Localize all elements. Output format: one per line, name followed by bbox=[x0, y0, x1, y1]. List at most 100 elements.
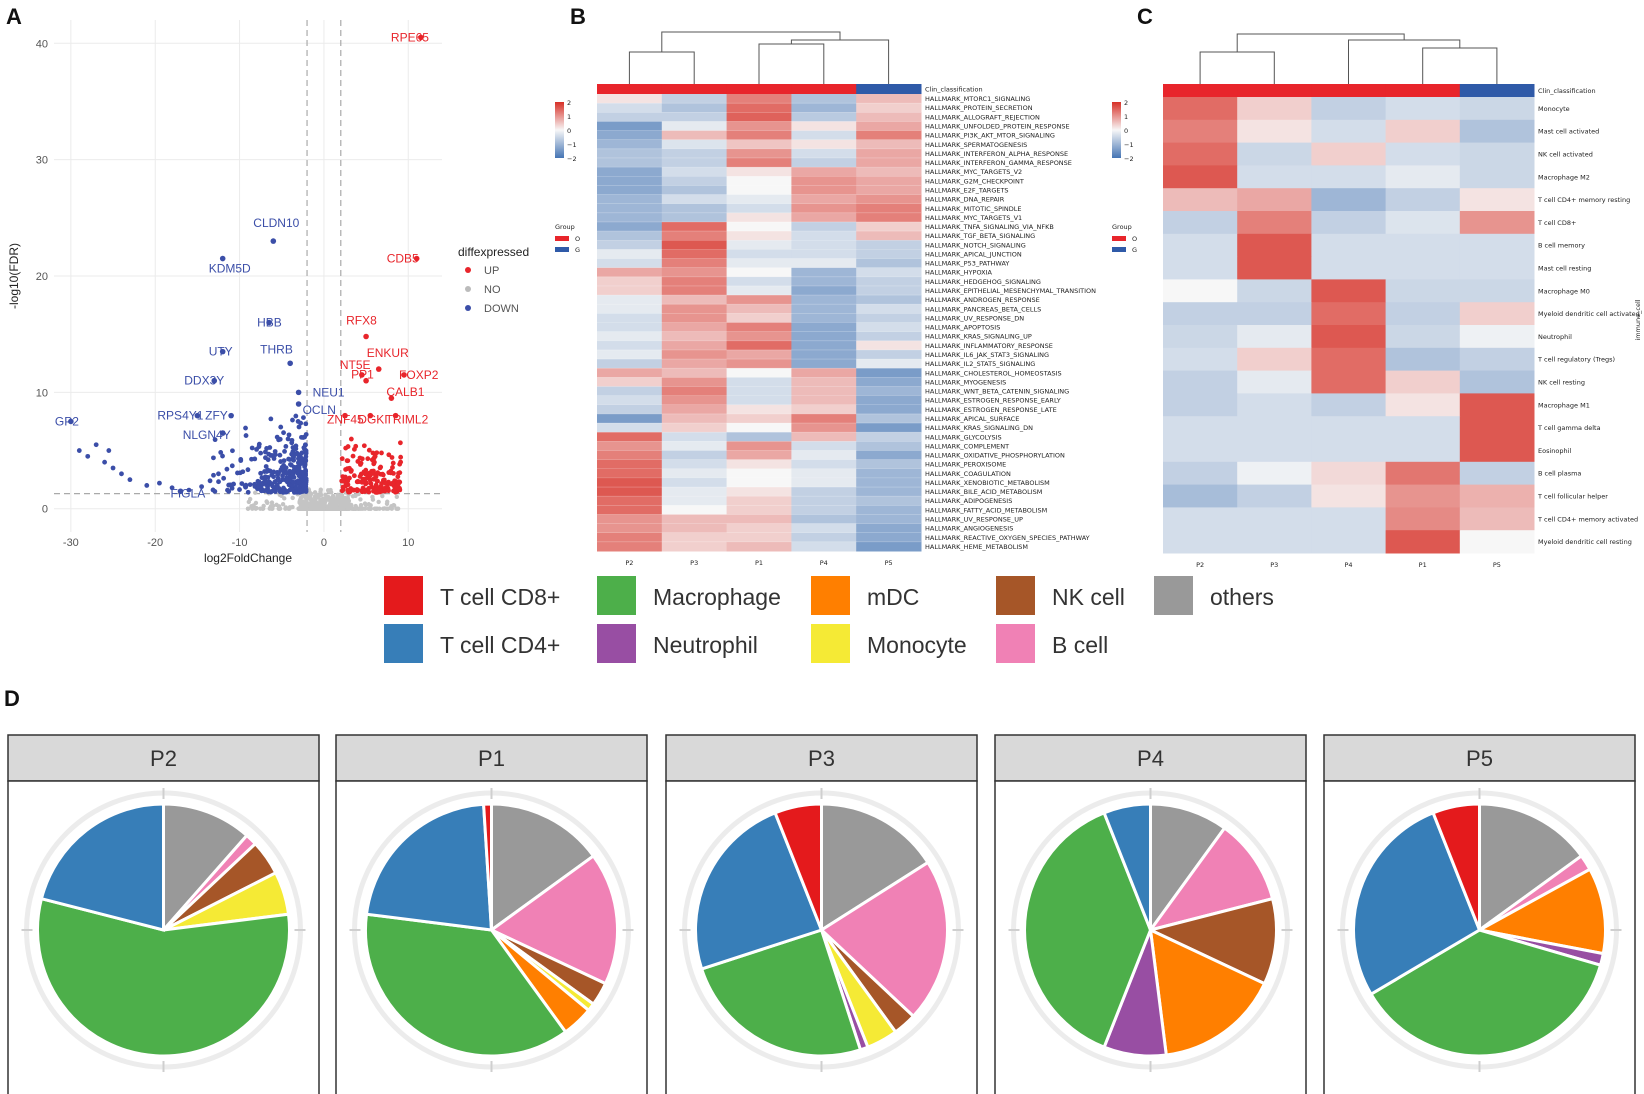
labeled-gene-point bbox=[388, 395, 395, 401]
gene-label-rfx8: RFX8 bbox=[346, 314, 377, 328]
row-label-hallmark-unfolded-protein-response: HALLMARK_UNFOLDED_PROTEIN_RESPONSE bbox=[925, 122, 1070, 130]
legend-label-neutrophil: Neutrophil bbox=[653, 632, 758, 658]
heatmap-cell bbox=[791, 267, 857, 278]
row-label-hallmark-bile-acid-metabolism: HALLMARK_BILE_ACID_METABOLISM bbox=[925, 488, 1042, 496]
heatmap-cell bbox=[661, 459, 728, 470]
gene-point-down bbox=[267, 468, 273, 474]
heatmap-cell bbox=[791, 532, 857, 543]
gene-point-up bbox=[368, 472, 373, 478]
color-scale-tick: −2 bbox=[567, 155, 577, 163]
gene-point-down bbox=[291, 457, 297, 463]
group-legend-title: Group bbox=[555, 223, 575, 231]
facet-title: P5 bbox=[1466, 746, 1493, 771]
heatmap-cell bbox=[597, 148, 663, 159]
gene-point-down bbox=[110, 465, 116, 471]
heatmap-cell bbox=[1237, 325, 1312, 349]
heatmap-cell bbox=[856, 496, 922, 506]
column-label-p3: P3 bbox=[1270, 561, 1278, 569]
gene-point-up bbox=[350, 453, 356, 459]
row-label-myeloid-dendritic-cell-resting: Myeloid dendritic cell resting bbox=[1538, 538, 1632, 546]
heatmap-cell bbox=[791, 432, 857, 442]
row-label-nk-cell-resting: NK cell resting bbox=[1538, 379, 1585, 387]
heatmap-cell bbox=[1163, 119, 1238, 144]
legend-label-nk-cell: NK cell bbox=[1052, 584, 1125, 610]
gene-point-no bbox=[312, 490, 318, 495]
gene-point-down bbox=[289, 487, 295, 492]
heatmap-cell bbox=[791, 212, 857, 223]
gene-point-up bbox=[371, 459, 377, 465]
gene-point-no bbox=[287, 506, 292, 511]
gene-point-no bbox=[290, 495, 295, 501]
row-label-macrophage-m1: Macrophage M1 bbox=[1538, 401, 1590, 409]
gene-point-down bbox=[303, 456, 308, 462]
heatmap-cell bbox=[791, 368, 857, 378]
gene-point-no bbox=[358, 502, 364, 508]
heatmap-cell bbox=[791, 395, 857, 406]
heatmap-cell bbox=[1385, 507, 1461, 531]
heatmap-cell bbox=[1163, 211, 1238, 235]
gene-point-no bbox=[342, 500, 348, 505]
gene-point-down bbox=[301, 481, 307, 487]
gene-point-up bbox=[354, 488, 360, 494]
labeled-gene-point bbox=[287, 360, 293, 367]
row-label-hallmark-mitotic-spindle: HALLMARK_MITOTIC_SPINDLE bbox=[925, 205, 1022, 213]
heatmap-cell bbox=[597, 487, 663, 497]
color-scale-tick: 1 bbox=[1124, 113, 1128, 121]
gene-point-no bbox=[368, 506, 374, 511]
panel-label-a: A bbox=[6, 4, 22, 29]
gene-point-up bbox=[396, 470, 401, 476]
gene-point-down bbox=[285, 488, 291, 494]
heatmap-cell bbox=[1459, 507, 1535, 531]
gene-point-up bbox=[340, 484, 346, 490]
legend-label-down: DOWN bbox=[484, 303, 519, 315]
color-scale-tick: −2 bbox=[1124, 155, 1134, 163]
gene-point-no bbox=[346, 500, 351, 505]
annotation-cell-p2 bbox=[1163, 84, 1238, 97]
group-label-o: O bbox=[1132, 235, 1137, 243]
row-label-hallmark-kras-signaling-dn: HALLMARK_KRAS_SIGNALING_DN bbox=[925, 424, 1033, 432]
gene-point-up bbox=[377, 487, 383, 493]
gene-point-up bbox=[379, 450, 384, 456]
row-label-hallmark-peroxisome: HALLMARK_PEROXISOME bbox=[925, 461, 1006, 469]
heatmap-cell bbox=[856, 240, 922, 250]
legend-label-b-cell: B cell bbox=[1052, 632, 1108, 658]
gene-point-up bbox=[386, 488, 391, 494]
gene-point-no bbox=[373, 506, 378, 511]
gene-point-no bbox=[327, 501, 333, 507]
x-tick-label: 10 bbox=[402, 537, 414, 549]
heatmap-cell bbox=[1237, 188, 1312, 212]
heatmap-cell bbox=[1311, 461, 1387, 486]
heatmap-cell bbox=[726, 496, 792, 506]
heatmap-cell bbox=[791, 240, 857, 250]
heatmap-cell bbox=[1237, 97, 1312, 121]
pie-slice-b-cell bbox=[819, 860, 949, 1019]
gene-label-triml2: TRIML2 bbox=[386, 413, 429, 427]
legend-label-no: NO bbox=[484, 284, 501, 296]
gene-point-no bbox=[345, 506, 350, 511]
gene-point-down bbox=[293, 443, 299, 449]
row-label-hallmark-wnt-beta-catenin-signaling: HALLMARK_WNT_BETA_CATENIN_SIGNALING bbox=[925, 388, 1069, 396]
heatmap-cell bbox=[726, 377, 792, 387]
heatmap-cell bbox=[1311, 393, 1387, 417]
heatmap-cell bbox=[597, 267, 663, 278]
heatmap-cell bbox=[1311, 302, 1387, 326]
row-label-hallmark-myc-targets-v1: HALLMARK_MYC_TARGETS_V1 bbox=[925, 214, 1022, 222]
gene-point-down bbox=[186, 487, 192, 493]
pie-slice-others bbox=[1149, 802, 1227, 935]
gene-point-down bbox=[243, 433, 249, 438]
row-label-hallmark-il2-stat5-signaling: HALLMARK_IL2_STAT5_SIGNALING bbox=[925, 360, 1035, 368]
heatmap-cell bbox=[1459, 347, 1535, 372]
heatmap-cell bbox=[1459, 370, 1535, 394]
row-label-hallmark-e2f-targets: HALLMARK_E2F_TARGETS bbox=[925, 186, 1009, 194]
row-label-neutrophil: Neutrophil bbox=[1538, 333, 1572, 341]
gene-point-down bbox=[283, 470, 289, 476]
x-tick-label: -20 bbox=[147, 537, 163, 549]
heatmap-cell bbox=[1311, 211, 1387, 235]
row-label-hallmark-apical-surface: HALLMARK_APICAL_SURFACE bbox=[925, 415, 1019, 423]
row-label-mast-cell-resting: Mast cell resting bbox=[1538, 265, 1591, 273]
gene-point-up bbox=[391, 470, 396, 476]
pie-panel-p4: P4 bbox=[994, 734, 1307, 1094]
pie-slice-t-cell-cd4 bbox=[1102, 802, 1152, 931]
panel-label-b: B bbox=[570, 4, 586, 29]
column-label-p1: P1 bbox=[1419, 561, 1427, 569]
